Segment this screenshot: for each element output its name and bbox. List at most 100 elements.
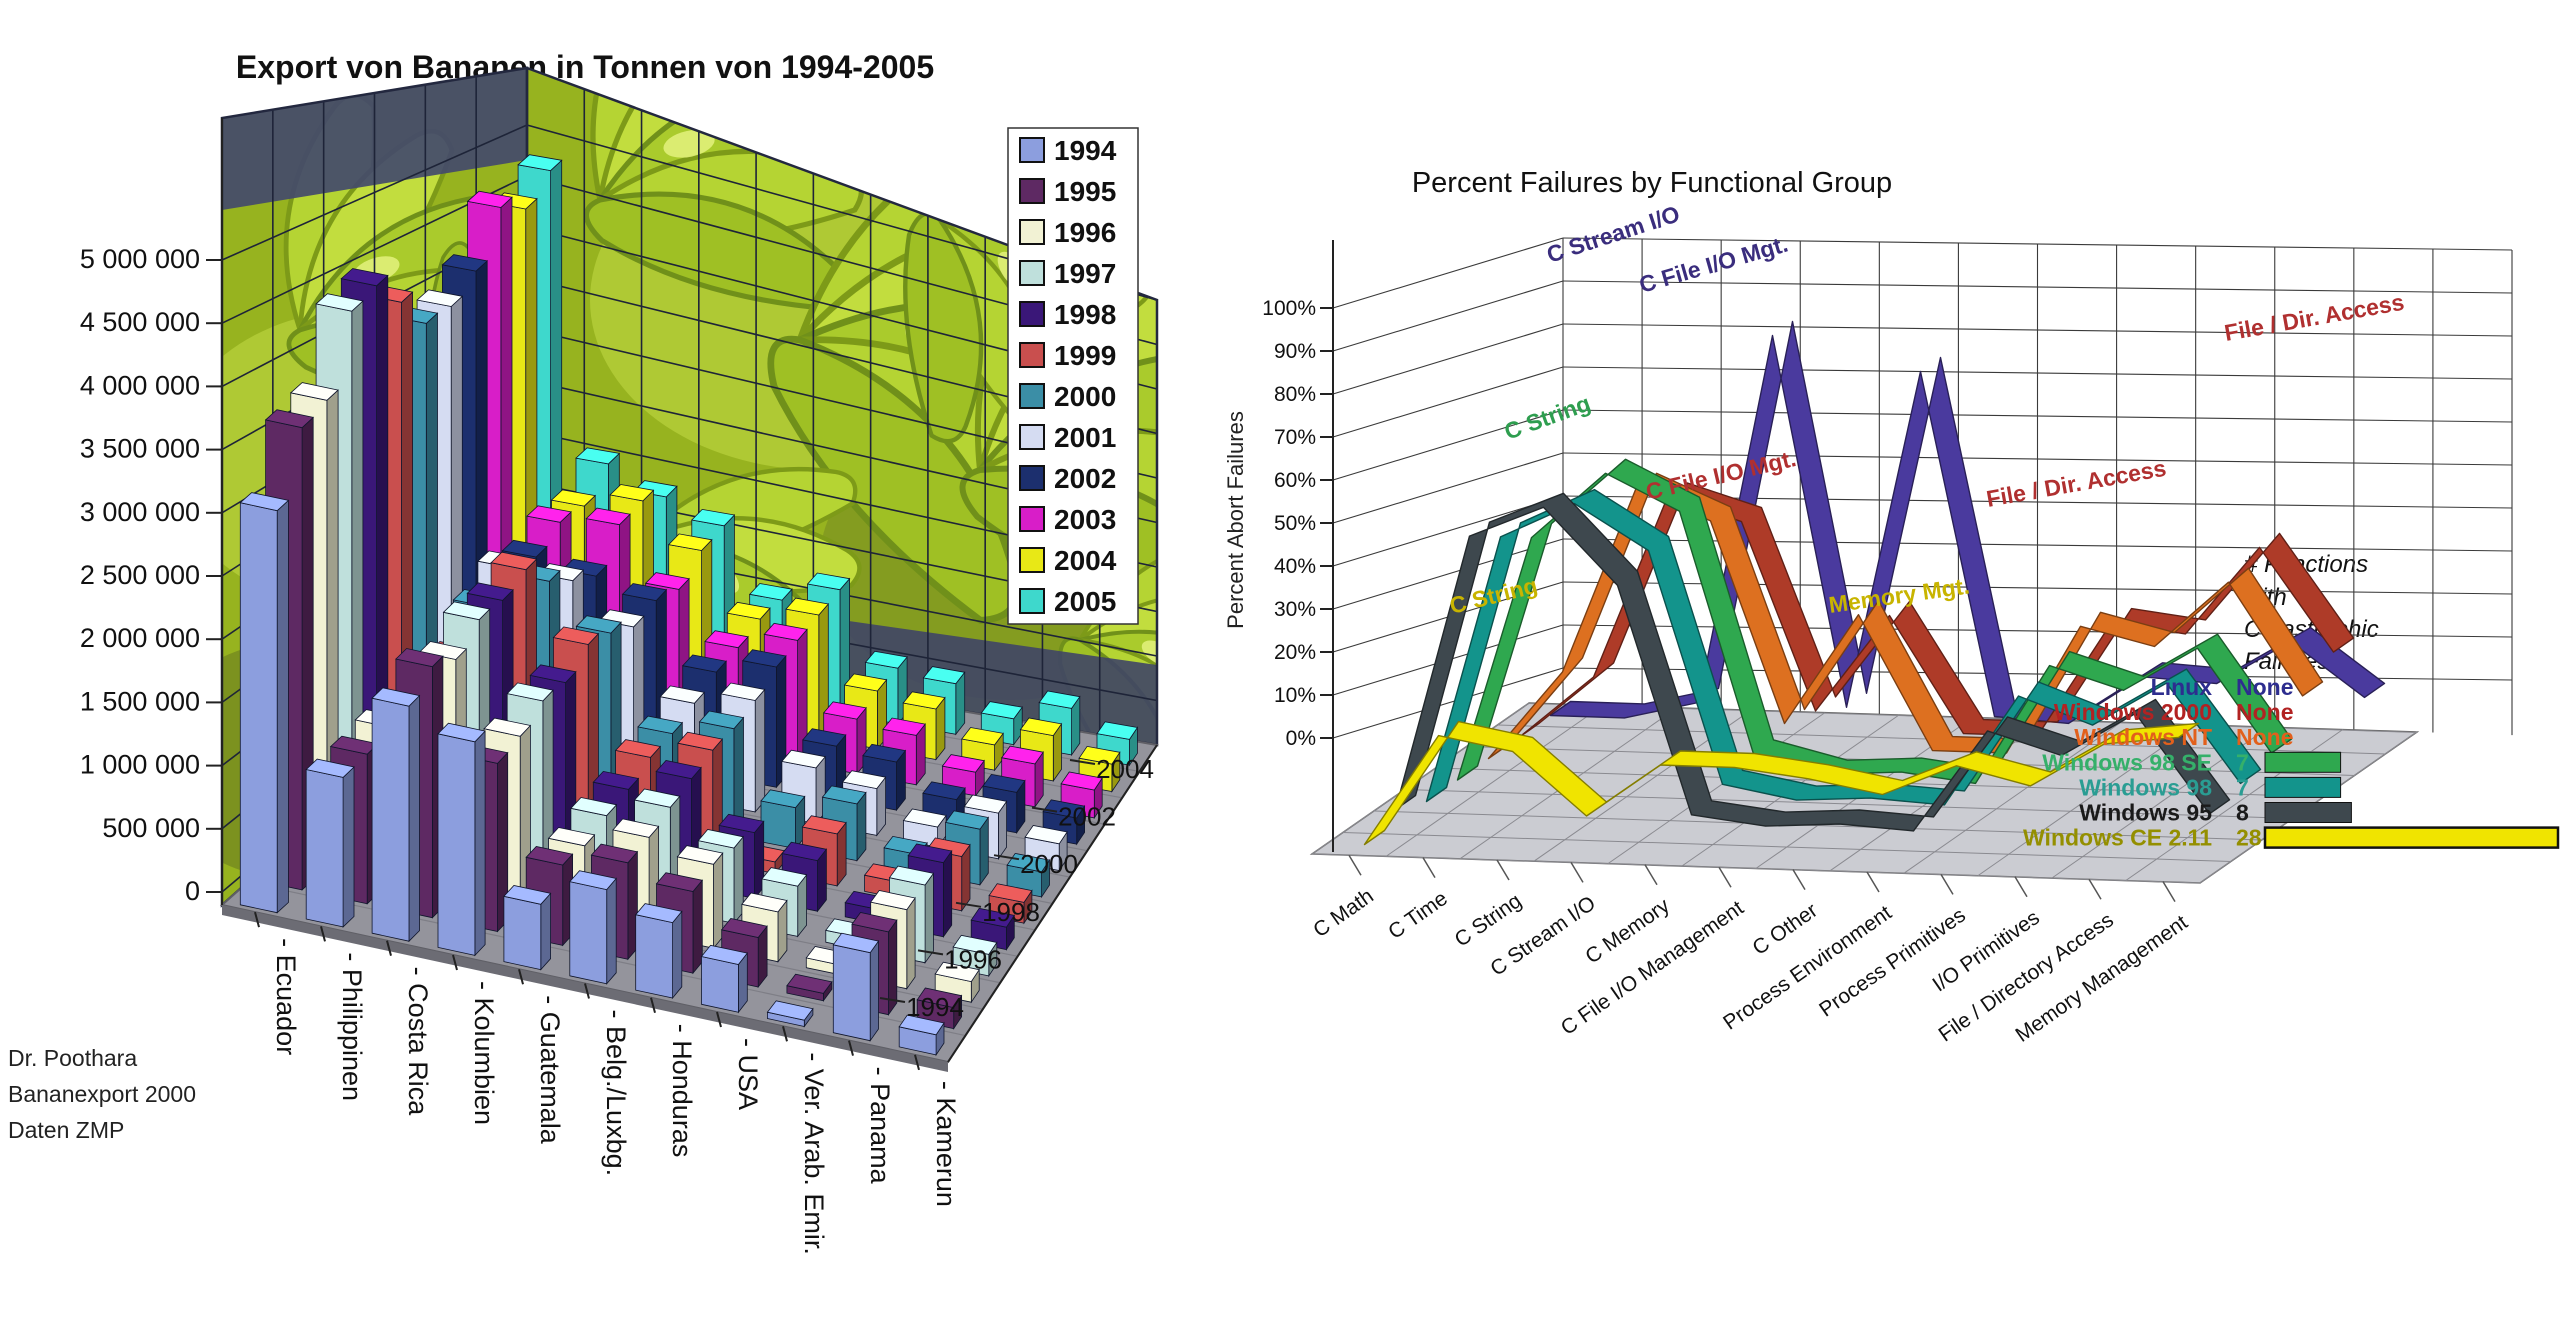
- right-chart-y-axis-title: Percent Abort Failures: [1223, 411, 1248, 629]
- depth-axis: [947, 744, 1158, 1063]
- bar-top-face: [1038, 690, 1081, 709]
- legend-swatch-1997: [1019, 260, 1045, 286]
- bar-top-face: [667, 533, 713, 551]
- bar-side-face: [692, 879, 703, 975]
- y-tick-label: 4 000 000: [80, 370, 200, 400]
- legend-swatch-1994: [1019, 137, 1045, 163]
- bar-top-face: [552, 626, 600, 645]
- bar-top-face: [570, 797, 618, 817]
- country-label: - USA: [733, 1038, 763, 1110]
- bar-front-face: [569, 881, 608, 985]
- bar-top-face: [870, 890, 916, 911]
- bar-top-face: [305, 758, 355, 778]
- bar-top-face: [988, 883, 1033, 903]
- bar-side-face: [342, 766, 355, 928]
- bar-front-face: [832, 944, 871, 1042]
- right-y-tick-label: 80%: [1274, 383, 1316, 406]
- bar-top-face: [609, 484, 655, 502]
- bar-top-face: [340, 268, 389, 287]
- legend-year-label: 2002: [1054, 463, 1116, 494]
- gridline-fold: [1332, 452, 1564, 524]
- bar-side-face: [276, 499, 289, 914]
- bar-front-face: [503, 895, 542, 971]
- category-tick: [1866, 871, 1880, 893]
- bar-top-face: [655, 872, 704, 892]
- bar-top-face: [655, 760, 702, 780]
- gridline-fold: [1332, 409, 1564, 481]
- bar-front-face: [760, 800, 796, 849]
- catastrophic-count: 7: [2236, 774, 2249, 800]
- year-label: 1998: [982, 897, 1040, 927]
- bar-top-face: [862, 743, 907, 763]
- bar-top-face: [585, 507, 631, 526]
- floor-series-line: [1404, 789, 2294, 819]
- category-tick: [1496, 859, 1510, 881]
- bar-top-face: [371, 687, 421, 707]
- legend-swatch-1995: [1019, 178, 1045, 204]
- category-tick: [2014, 876, 2028, 898]
- os-label-windows-95: Windows 95: [2079, 800, 2212, 826]
- bar-top-face: [882, 717, 926, 736]
- right-y-tick-label: 30%: [1274, 598, 1316, 621]
- bar-top-face: [517, 154, 563, 172]
- bar-top-face: [441, 254, 489, 272]
- bar-top-face: [442, 601, 491, 621]
- source-note-line-2: Bananexport 2000: [8, 1081, 196, 1107]
- gridline-fold: [1332, 366, 1564, 438]
- bar-top-face: [289, 382, 339, 401]
- bar-top-face: [980, 701, 1023, 720]
- bar-side-face: [869, 939, 879, 1042]
- bar-top-face: [802, 728, 847, 747]
- country-label: - Guatemala: [535, 995, 565, 1145]
- year-tick: [1031, 806, 1058, 813]
- year-tick: [993, 854, 1020, 861]
- ribbon-windows-ce-2-11: [1363, 720, 2200, 846]
- bar-top-face: [590, 843, 639, 864]
- bar-top-face: [720, 682, 766, 701]
- floor-depth-line: [1385, 704, 1604, 857]
- bar-top-face: [690, 508, 736, 527]
- bar-top-face: [821, 785, 867, 805]
- y-tick-label: 3 000 000: [80, 497, 200, 527]
- os-label-windows-nt: Windows NT: [2074, 724, 2212, 750]
- right-chart-title: Percent Failures by Functional Group: [1412, 167, 1892, 199]
- bar-top-face: [922, 781, 966, 801]
- country-label: - Ver. Arab. Emir.: [799, 1052, 829, 1255]
- bar-1994-costarica: [371, 687, 421, 943]
- year-label: 2002: [1058, 802, 1116, 832]
- year-label: 2004: [1096, 754, 1154, 784]
- catastrophic-bar-windows-ce-2-11: [2263, 826, 2560, 849]
- legend-swatch-1999: [1019, 342, 1045, 368]
- category-tick: [1792, 869, 1806, 890]
- category-tick: [1422, 857, 1436, 878]
- catastrophic-bar-windows-98-se: [2264, 751, 2342, 773]
- bar-side-face: [540, 892, 551, 971]
- bar-top-face: [700, 944, 749, 965]
- bar-top-face: [982, 773, 1026, 793]
- country-tick: [650, 997, 656, 1014]
- bar-top-face: [704, 630, 749, 649]
- floor-series-line: [1311, 853, 2201, 884]
- floor-series-line: [1373, 810, 2263, 841]
- legend-year-label: 1994: [1054, 135, 1117, 166]
- gridline-fold: [1332, 237, 1564, 309]
- y-tick-label: 1 500 000: [80, 686, 200, 716]
- bar-top-face: [526, 505, 572, 523]
- country-tick: [518, 968, 524, 985]
- bar-1995-verarabemir: [786, 973, 833, 1003]
- right-y-tick-label: 50%: [1274, 512, 1316, 535]
- os-label-windows-98-se: Windows 98 SE: [2042, 749, 2212, 775]
- country-tick: [848, 1040, 854, 1056]
- bar-top-face: [902, 691, 946, 710]
- left-legend-box: [1007, 127, 1139, 625]
- bar-top-face: [843, 673, 888, 692]
- catastrophic-bar-windows-95: [2264, 802, 2352, 823]
- bar-top-face: [614, 739, 662, 758]
- bar-1994-philippinen: [305, 758, 355, 928]
- bar-top-face: [264, 409, 315, 429]
- bar-2002-verarabemir: [922, 781, 966, 823]
- category-label: C Time: [1384, 887, 1452, 944]
- annotation-label: File / Dir. Access: [2222, 289, 2406, 346]
- bar-top-face: [677, 731, 724, 751]
- os-label-windows-2000: Windows 2000: [2054, 699, 2212, 725]
